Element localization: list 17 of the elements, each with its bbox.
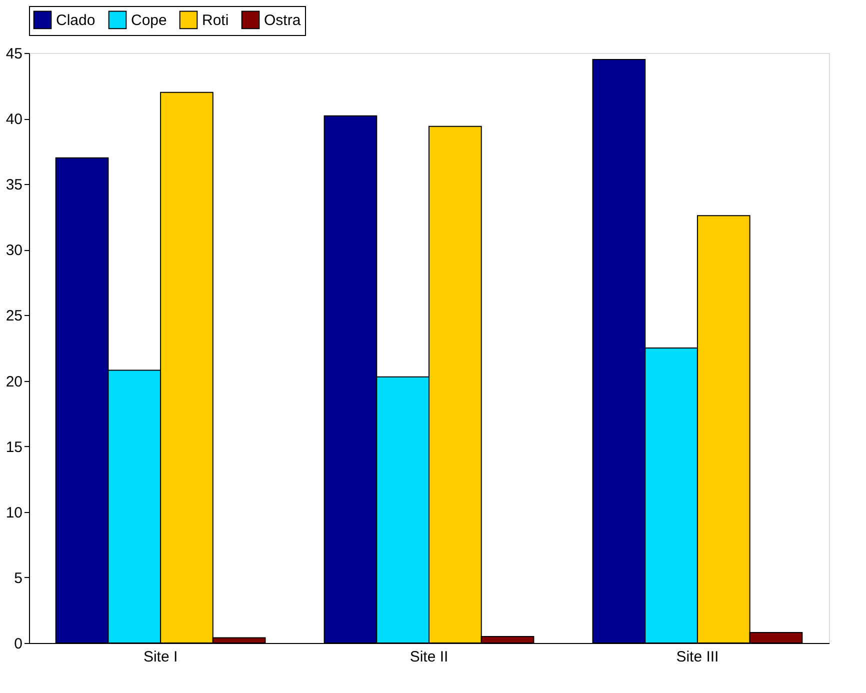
legend-label: Roti — [202, 12, 229, 29]
y-tick-label: 25 — [6, 308, 22, 325]
legend-label: Ostra — [264, 12, 302, 29]
legend-label: Clado — [56, 12, 96, 29]
y-tick-label: 10 — [6, 504, 22, 522]
x-tick-label: Site III — [676, 648, 719, 666]
x-tick-label: Site I — [143, 648, 178, 666]
y-tick-label: 30 — [6, 242, 22, 260]
legend-label: Cope — [131, 12, 167, 29]
y-tick-label: 20 — [6, 373, 22, 390]
y-tick-label: 5 — [14, 570, 22, 587]
x-tick-label: Site II — [410, 648, 448, 666]
y-tick-label: 15 — [6, 438, 22, 456]
y-tick-label: 45 — [6, 46, 22, 62]
y-tick-label: 0 — [14, 636, 22, 652]
y-tick-label: 40 — [6, 111, 22, 128]
y-tick-label: 35 — [6, 176, 22, 194]
